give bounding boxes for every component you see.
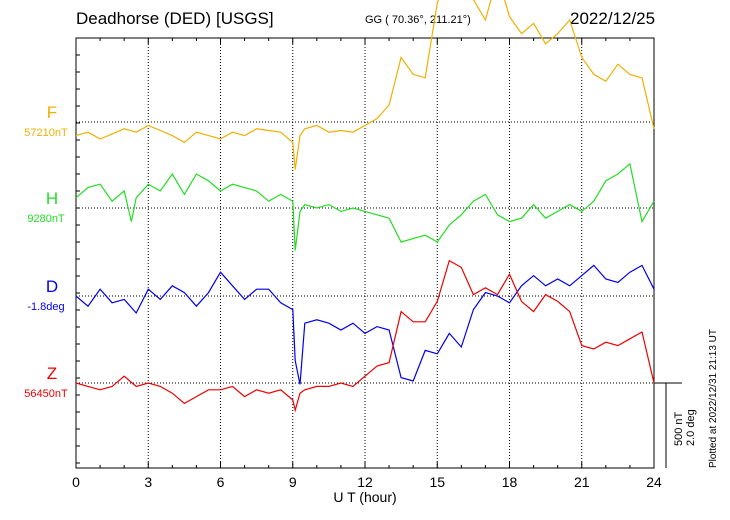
x-axis-label: U T (hour) xyxy=(333,489,396,505)
plot-frame xyxy=(75,37,655,469)
x-tick-label: 21 xyxy=(574,474,590,490)
series-labels: F 57210nT H 9280nT D -1.8deg Z 56450nT xyxy=(24,103,68,400)
grid-lines xyxy=(76,37,654,468)
x-tick-label: 6 xyxy=(217,474,225,490)
scale-note: 500 nT xyxy=(673,411,685,446)
series-F-baseline: 57210nT xyxy=(24,127,68,139)
x-tick-label: 9 xyxy=(289,474,297,490)
series-Z-line xyxy=(75,259,655,413)
coords-label: GG ( 70.36°, 211.21°) xyxy=(365,14,471,26)
series-F-name: F xyxy=(47,103,57,122)
date-label: 2022/12/25 xyxy=(570,9,656,28)
series-H-line xyxy=(75,162,655,251)
source-label: [USGS] xyxy=(216,9,274,28)
series-Z-name: Z xyxy=(47,364,57,383)
plotted-note: Plotted at 2022/12/31 21:13 UT xyxy=(708,329,719,468)
series-F-line xyxy=(75,0,655,170)
station-title: Deadhorse (DED) xyxy=(76,9,212,28)
series-H-baseline: 9280nT xyxy=(27,213,65,225)
x-ticks: 0 3 6 9 12 15 18 21 24 xyxy=(72,37,662,490)
series-D-name: D xyxy=(46,277,58,296)
x-tick-label: 15 xyxy=(429,474,445,490)
x-tick-label: 0 xyxy=(72,474,80,490)
series-D-line xyxy=(75,264,655,385)
x-tick-label: 24 xyxy=(646,474,662,490)
series-H-name: H xyxy=(46,189,58,208)
x-tick-label: 18 xyxy=(502,474,518,490)
series-layer xyxy=(75,0,655,413)
series-Z-baseline: 56450nT xyxy=(24,388,68,400)
scale-note-2: 2.0 deg xyxy=(685,409,697,446)
x-tick-label: 12 xyxy=(357,474,373,490)
series-D-baseline: -1.8deg xyxy=(27,301,64,313)
x-tick-label: 3 xyxy=(144,474,152,490)
